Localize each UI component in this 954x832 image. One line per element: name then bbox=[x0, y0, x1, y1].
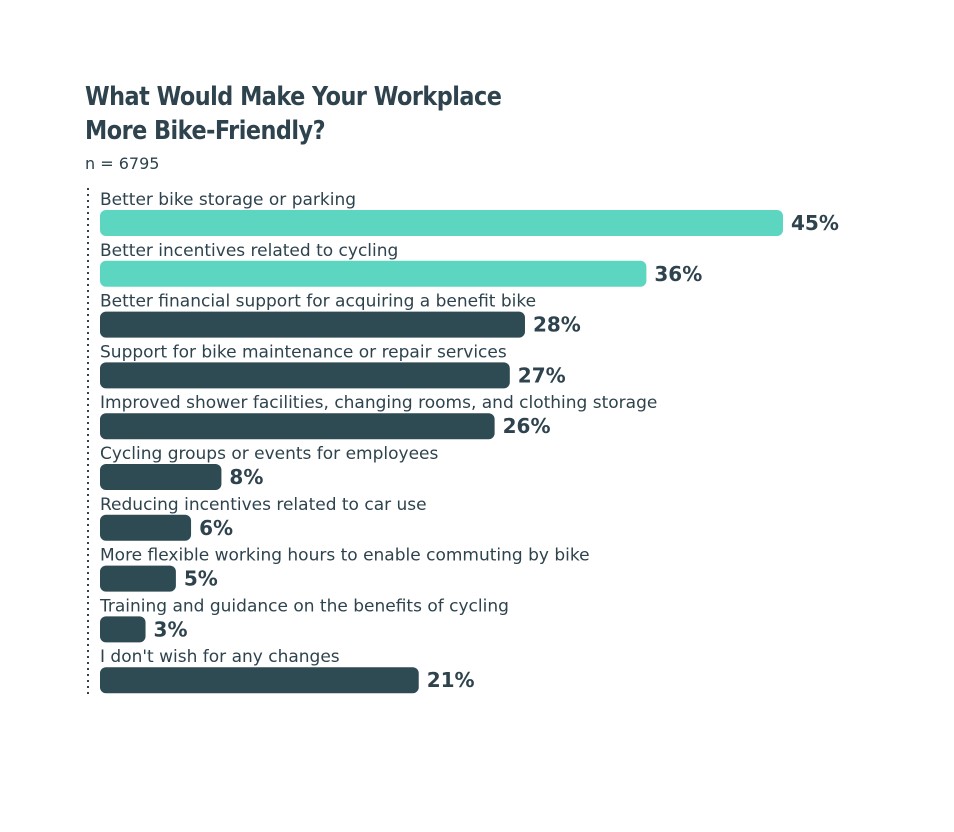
value-label: 28% bbox=[533, 313, 581, 337]
category-label: Improved shower facilities, changing roo… bbox=[100, 393, 657, 413]
bar bbox=[100, 260, 647, 287]
bar-row: Training and guidance on the benefits of… bbox=[99, 596, 509, 643]
bar bbox=[100, 667, 419, 694]
bar bbox=[100, 311, 525, 338]
bar bbox=[100, 362, 510, 389]
value-label: 45% bbox=[791, 211, 839, 235]
bar-row: Improved shower facilities, changing roo… bbox=[100, 393, 657, 440]
category-label: Support for bike maintenance or repair s… bbox=[100, 342, 507, 362]
bar bbox=[100, 210, 783, 236]
bar bbox=[100, 464, 222, 490]
value-label: 26% bbox=[503, 414, 551, 438]
value-label: 5% bbox=[184, 567, 218, 591]
value-label: 21% bbox=[427, 668, 475, 692]
category-label: More flexible working hours to enable co… bbox=[100, 546, 590, 566]
bar-row: I don't wish for any changes 21% bbox=[100, 647, 475, 694]
bar bbox=[100, 413, 495, 440]
bar-row: Better bike storage or parking 45% bbox=[100, 190, 839, 236]
value-label: 6% bbox=[199, 516, 233, 540]
category-label: I don't wish for any changes bbox=[100, 647, 340, 667]
value-label: 8% bbox=[229, 465, 263, 489]
category-label: Reducing incentives related to car use bbox=[100, 495, 427, 515]
title-block: What Would Make Your Workplace More Bike… bbox=[85, 80, 569, 173]
bar-row: Support for bike maintenance or repair s… bbox=[100, 342, 566, 389]
value-label: 27% bbox=[518, 363, 566, 387]
chart-title-line-2: More Bike-Friendly? bbox=[85, 116, 326, 146]
chart-title-line-1: What Would Make Your Workplace bbox=[85, 82, 502, 112]
bar-row: Better financial support for acquiring a… bbox=[100, 292, 581, 338]
category-label: Training and guidance on the benefits of… bbox=[99, 596, 509, 616]
bar bbox=[100, 616, 146, 643]
category-label: Better financial support for acquiring a… bbox=[100, 292, 536, 312]
bar-row: Better incentives related to cycling 36% bbox=[100, 241, 702, 287]
bar bbox=[100, 565, 176, 592]
bar-row: More flexible working hours to enable co… bbox=[100, 546, 590, 592]
value-label: 36% bbox=[654, 262, 702, 286]
category-label: Cycling groups or events for employees bbox=[100, 444, 438, 464]
category-label: Better incentives related to cycling bbox=[100, 241, 398, 261]
value-label: 3% bbox=[154, 617, 188, 641]
bar bbox=[100, 514, 192, 541]
sample-size-label: n = 6795 bbox=[85, 154, 160, 173]
bar-rows: Better bike storage or parking45%Better … bbox=[99, 190, 839, 694]
category-label: Better bike storage or parking bbox=[100, 190, 356, 210]
